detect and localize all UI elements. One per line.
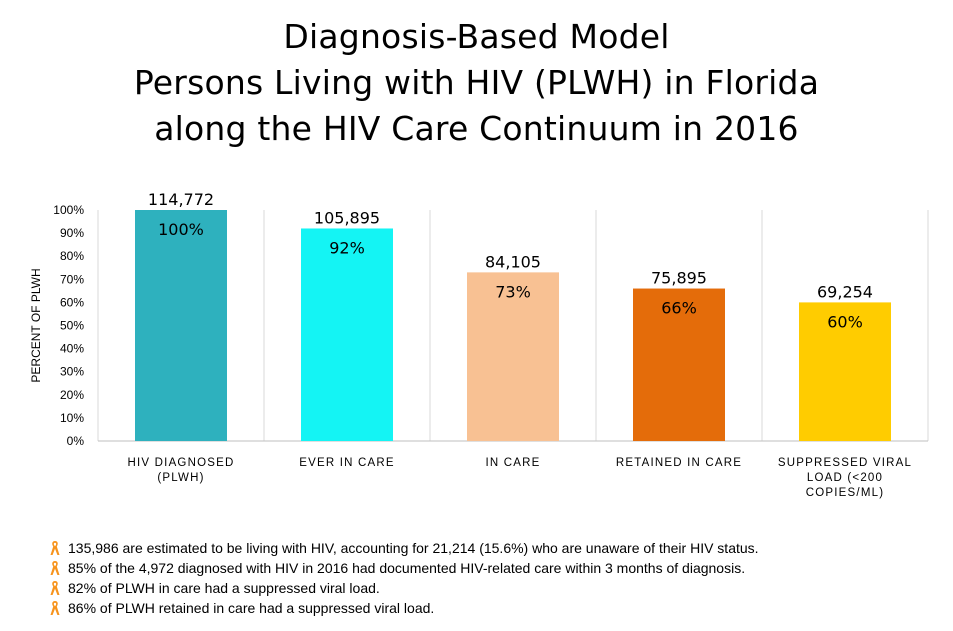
awareness-ribbon-icon bbox=[50, 600, 60, 616]
y-tick-label: 0% bbox=[67, 434, 85, 448]
awareness-ribbon-icon bbox=[50, 540, 60, 556]
bar bbox=[799, 302, 891, 441]
note-item: 135,986 are estimated to be living with … bbox=[50, 538, 950, 558]
bar-count-label: 84,105 bbox=[485, 252, 541, 271]
x-category-label: EVER IN CARE bbox=[299, 457, 395, 469]
y-tick-label: 20% bbox=[60, 388, 84, 402]
x-category-label: COPIES/ML) bbox=[806, 487, 884, 499]
bar-percent-label: 60% bbox=[827, 312, 863, 331]
bar bbox=[135, 210, 227, 441]
x-category-label: HIV DIAGNOSED bbox=[128, 457, 235, 469]
x-category-label: IN CARE bbox=[485, 457, 540, 469]
note-text: 82% of PLWH in care had a suppressed vir… bbox=[68, 580, 380, 596]
title-line-3: along the HIV Care Continuum in 2016 bbox=[154, 109, 799, 148]
awareness-ribbon-icon bbox=[50, 560, 60, 576]
y-tick-label: 30% bbox=[60, 365, 84, 379]
bar bbox=[467, 272, 559, 441]
y-tick-label: 100% bbox=[53, 203, 84, 217]
bar-count-label: 105,895 bbox=[314, 208, 380, 227]
bar-percent-label: 73% bbox=[495, 282, 531, 301]
bar-count-label: 75,895 bbox=[651, 269, 707, 288]
notes-list: 135,986 are estimated to be living with … bbox=[50, 538, 950, 618]
note-text: 86% of PLWH retained in care had a suppr… bbox=[68, 600, 435, 616]
title-line-1: Diagnosis-Based Model bbox=[283, 17, 670, 56]
note-item: 86% of PLWH retained in care had a suppr… bbox=[50, 598, 950, 618]
bar-count-label: 69,254 bbox=[817, 282, 873, 301]
x-category-label: (PLWH) bbox=[157, 472, 204, 484]
bar-percent-label: 100% bbox=[158, 220, 204, 239]
bar bbox=[633, 288, 725, 441]
x-category-label: RETAINED IN CARE bbox=[616, 457, 742, 469]
y-tick-label: 50% bbox=[60, 319, 84, 333]
y-tick-label: 70% bbox=[60, 272, 84, 286]
y-tick-label: 40% bbox=[60, 342, 84, 356]
bar-percent-label: 66% bbox=[661, 299, 697, 318]
note-text: 85% of the 4,972 diagnosed with HIV in 2… bbox=[68, 560, 746, 576]
bar bbox=[301, 228, 393, 441]
bar-percent-label: 92% bbox=[329, 238, 365, 257]
y-axis-label: PERCENT OF PLWH bbox=[29, 268, 43, 382]
bar-chart: 0% 10% 20% 30% 40% 50% 60% 70% 80% 90% 100% PERCENT… bbox=[29, 190, 929, 499]
note-item: 82% of PLWH in care had a suppressed vir… bbox=[50, 578, 950, 598]
x-category-label: SUPPRESSED VIRAL bbox=[778, 457, 912, 469]
y-tick-label: 80% bbox=[60, 249, 84, 263]
x-category-label: LOAD (<200 bbox=[807, 472, 883, 484]
note-text: 135,986 are estimated to be living with … bbox=[68, 540, 759, 556]
title-line-2: Persons Living with HIV (PLWH) in Florid… bbox=[133, 63, 820, 102]
chart-title: Diagnosis-Based Model Persons Living wit… bbox=[0, 14, 953, 152]
y-tick-label: 90% bbox=[60, 226, 84, 240]
note-item: 85% of the 4,972 diagnosed with HIV in 2… bbox=[50, 558, 950, 578]
y-tick-label: 10% bbox=[60, 411, 84, 425]
bar-count-label: 114,772 bbox=[148, 190, 214, 209]
awareness-ribbon-icon bbox=[50, 580, 60, 596]
y-tick-label: 60% bbox=[60, 295, 84, 309]
